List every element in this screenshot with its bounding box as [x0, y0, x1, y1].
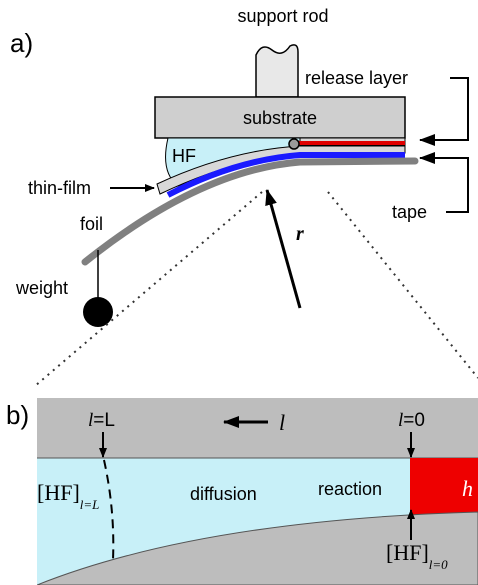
page: a) support rod substrate HF release laye… [0, 0, 478, 585]
tape-label: tape [392, 202, 427, 222]
release-layer-label: release layer [305, 68, 408, 88]
reaction-label: reaction [318, 479, 382, 499]
support-rod [256, 45, 298, 97]
concentration: [HF] [386, 540, 429, 565]
foil-label: foil [80, 214, 103, 234]
weight-label: weight [15, 278, 68, 298]
hf-label: HF [172, 146, 196, 166]
subscript: =L [83, 497, 99, 512]
equation: =L [93, 410, 115, 431]
direction-label: l [279, 410, 285, 435]
foil [85, 161, 415, 262]
radius-arrow [267, 190, 300, 308]
thickness-label: h [462, 476, 473, 501]
subscript: =0 [432, 557, 448, 572]
thin-film-label: thin-film [28, 178, 91, 198]
zoom-line [35, 192, 262, 386]
panel-label: b) [6, 400, 29, 430]
contact-point [289, 139, 299, 149]
concentration: [HF] [37, 480, 80, 505]
substrate-label: substrate [243, 108, 317, 128]
support-rod-label: support rod [237, 6, 328, 26]
l-start-label: l=0 [398, 410, 425, 431]
l-end-label: l=L [88, 410, 115, 431]
release-layer-arrow [420, 78, 468, 140]
radius-label: r [296, 223, 304, 245]
diffusion-label: diffusion [190, 484, 257, 504]
equation: =0 [403, 410, 425, 431]
diagram: a) support rod substrate HF release laye… [0, 0, 478, 585]
panel-label: a) [10, 28, 33, 58]
weight [83, 297, 113, 327]
tape-arrow [420, 158, 468, 212]
